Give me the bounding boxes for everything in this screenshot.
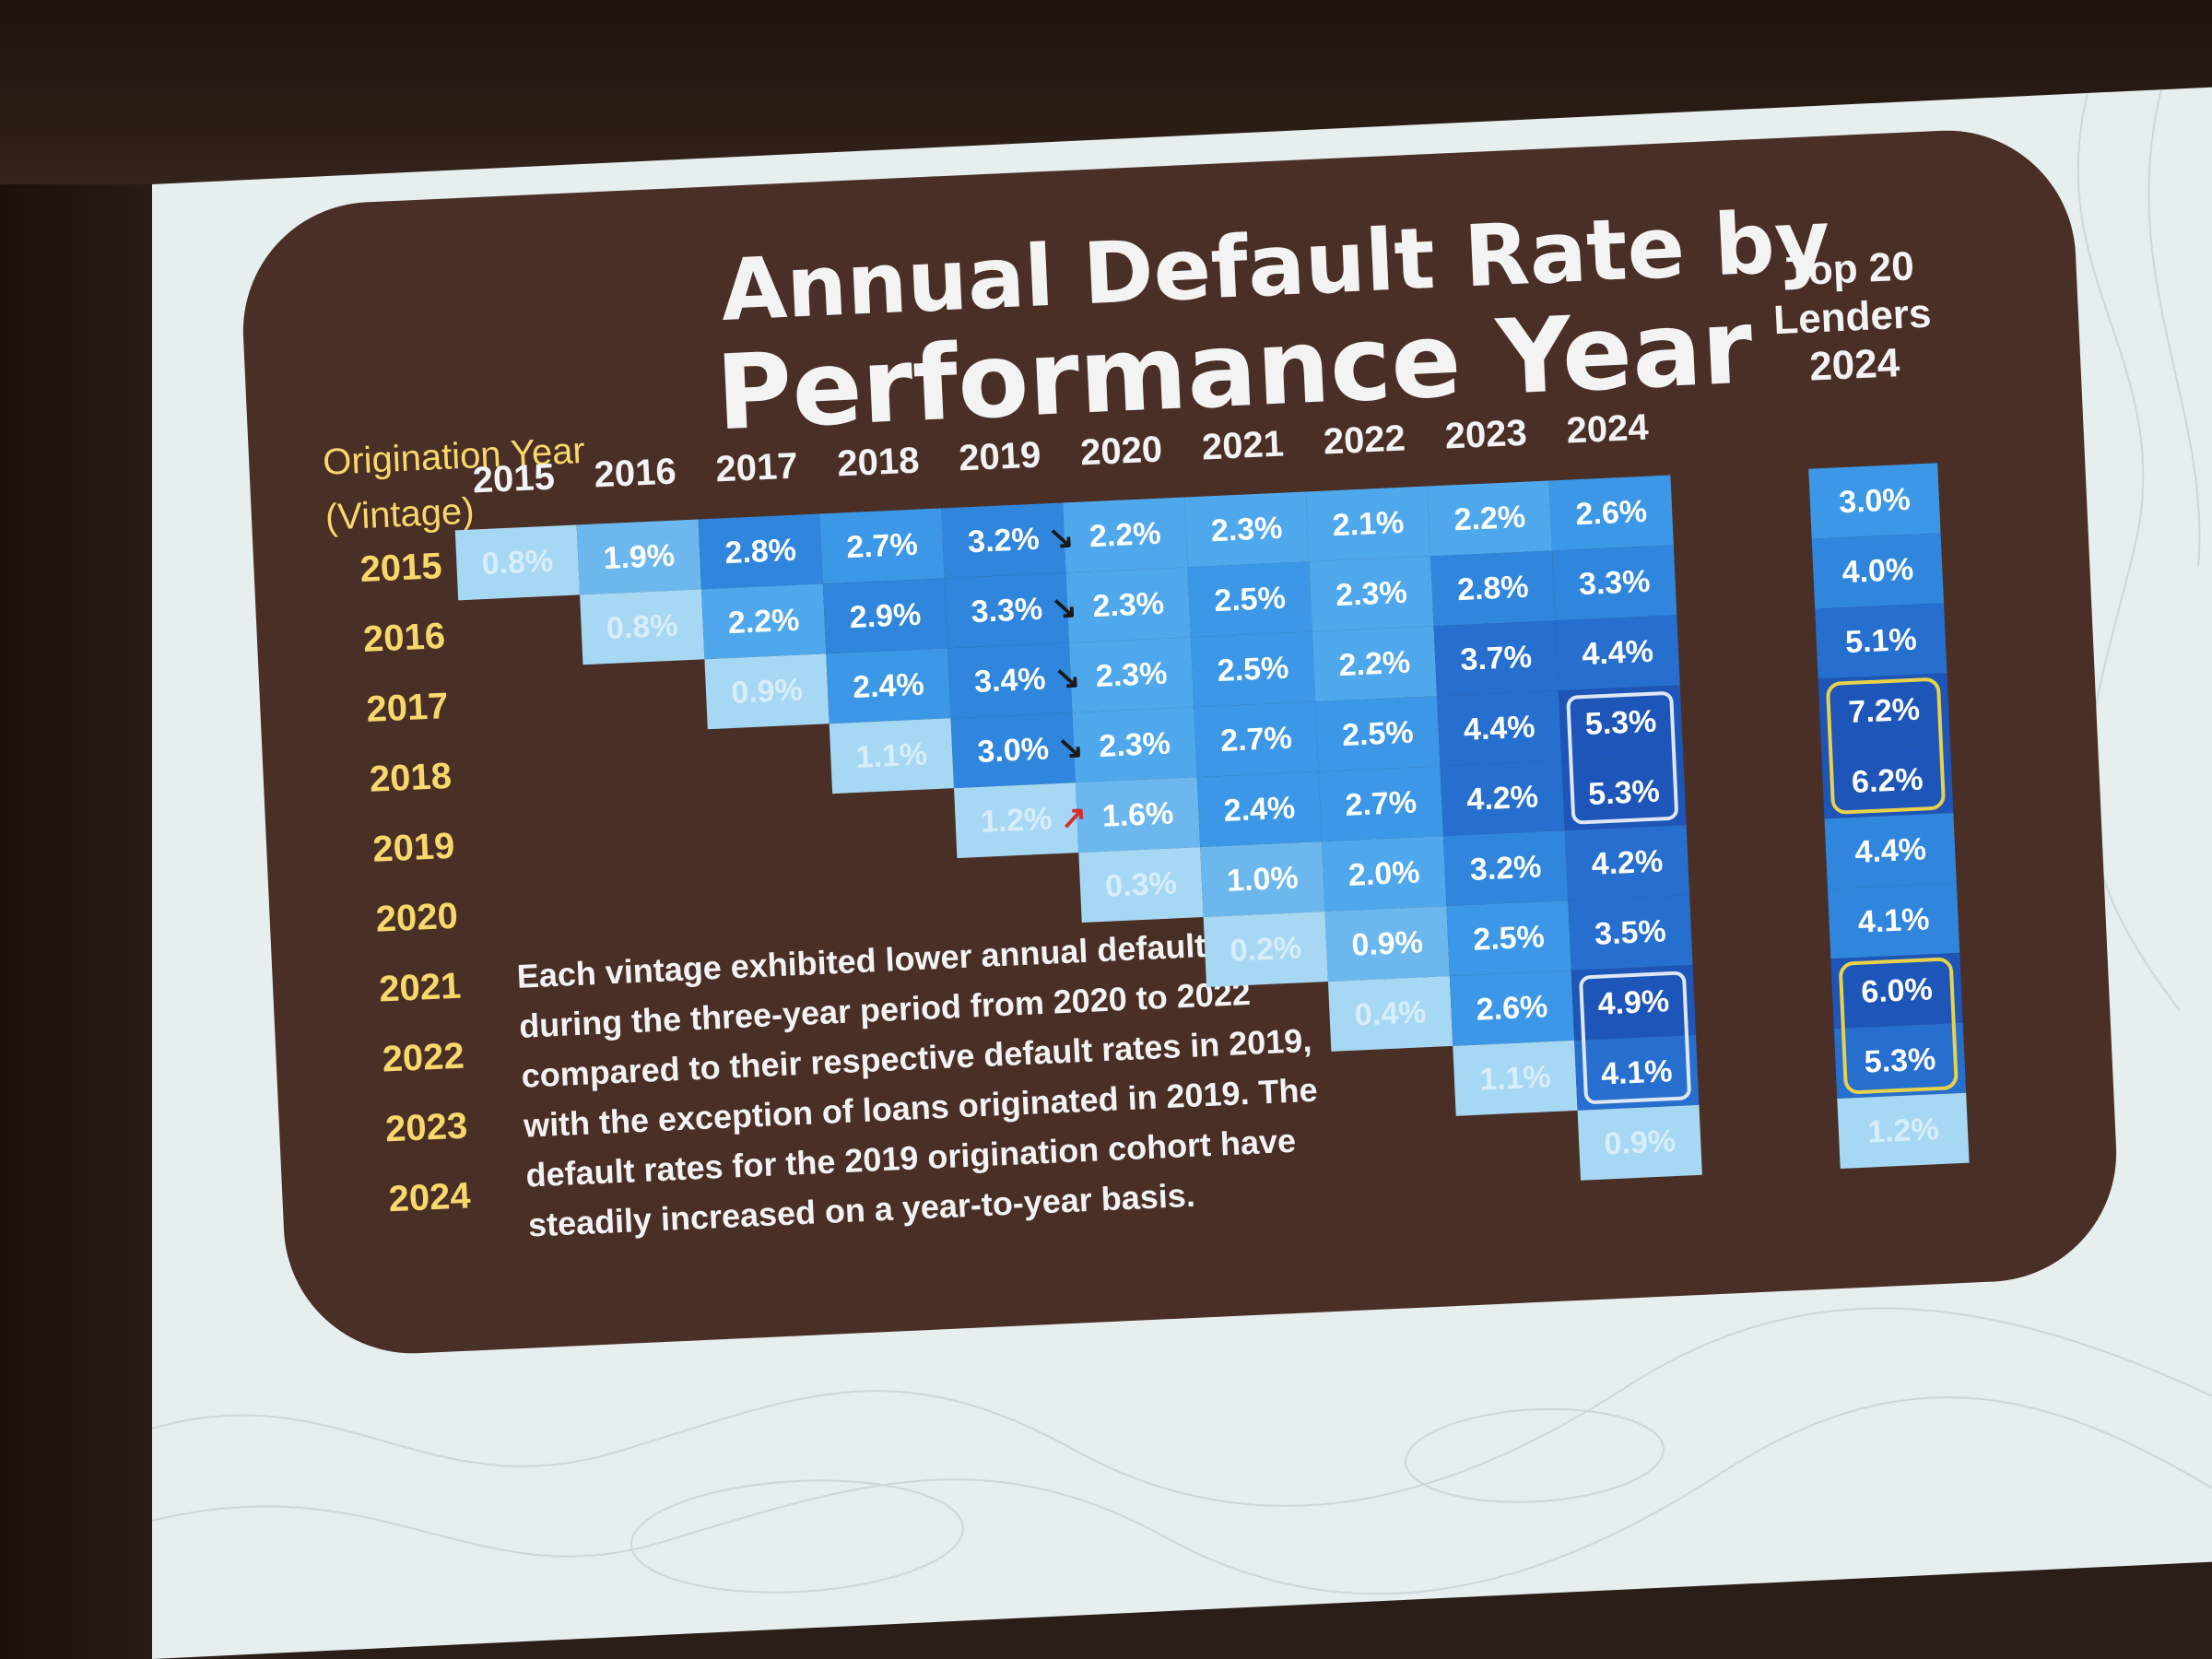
heatmap-cell-2017-2022: 2.2% [1312, 626, 1438, 702]
heatmap-cell-2020-2024: 4.2% [1564, 825, 1690, 901]
heatmap-cell-2016-2018: 2.9% [822, 578, 948, 654]
row-label-2023: 2023 [384, 1105, 469, 1150]
heatmap-cell-2021-2023: 2.5% [1446, 900, 1571, 976]
heatmap-cell-2021-2024: 3.5% [1568, 895, 1693, 971]
column-header-2023: 2023 [1443, 412, 1528, 457]
column-header-2024: 2024 [1565, 406, 1650, 452]
column-header-2015: 2015 [471, 456, 556, 501]
heatmap-cell-2015-2018: 2.7% [819, 508, 945, 584]
arrow-down-icon: ↘ [1056, 729, 1085, 767]
heatmap-cell-2019-2020: 1.6% [1075, 777, 1201, 853]
heatmap-cell-2017-2021: 2.5% [1190, 631, 1316, 708]
heatmap-cell-2020-2020: 0.3% [1078, 847, 1204, 924]
heatmap-cell-2015-2017: 2.8% [698, 513, 823, 590]
top20-header-line2: Lenders [1772, 290, 1933, 344]
column-header-2017: 2017 [714, 445, 799, 490]
top20-cell-2017: 5.1% [1815, 603, 1947, 679]
projection-screen [152, 87, 2212, 1659]
heatmap-cell-2018-2021: 2.7% [1194, 701, 1319, 778]
heatmap-cell-2021-2021: 0.2% [1203, 912, 1328, 987]
heatmap-cell-2019-2023: 4.2% [1440, 760, 1565, 837]
heatmap-cell-2024-2024: 0.9% [1577, 1104, 1702, 1181]
heatmap-cell-2016-2016: 0.8% [580, 589, 705, 665]
heatmap-cell-2015-2021: 2.3% [1183, 491, 1310, 568]
arrow-down-icon: ↘ [1046, 519, 1076, 557]
heatmap-cell-2019-2021: 2.4% [1196, 771, 1323, 848]
row-label-2019: 2019 [371, 825, 456, 870]
column-header-2018: 2018 [836, 440, 921, 485]
heatmap-cell-2016-2022: 2.3% [1309, 556, 1434, 632]
topographic-background-icon [152, 88, 2212, 1595]
heatmap-cell-2015-2024: 2.6% [1548, 475, 1674, 551]
heatmap-cell-2015-2023: 2.2% [1427, 480, 1553, 557]
heatmap-cell-2015-2015: 0.8% [454, 524, 581, 601]
heatmap-cell-2017-2017: 0.9% [704, 653, 830, 730]
heatmap-cell-2018-2018: 1.1% [829, 718, 955, 794]
highlight-box-top20-1 [1838, 957, 1959, 1095]
heatmap-cell-2023-2023: 1.1% [1453, 1040, 1578, 1116]
row-label-2020: 2020 [374, 895, 459, 940]
heatmap-cell-2015-2020: 2.2% [1063, 497, 1188, 573]
top20-cell-2015: 3.0% [1808, 463, 1941, 539]
heatmap-cell-2016-2024: 3.3% [1552, 545, 1677, 621]
heatmap-cell-2017-2020: 2.3% [1068, 637, 1194, 713]
heatmap-cell-2018-2022: 2.5% [1315, 696, 1441, 772]
top20-header-line3: 2024 [1808, 340, 1901, 390]
slide-panel: Annual Default Rate by Performance Year … [237, 124, 2123, 1359]
heatmap-cell-2015-2016: 1.9% [576, 519, 701, 595]
top20-cell-2020: 4.4% [1824, 813, 1957, 889]
heatmap-cell-2020-2021: 1.0% [1200, 841, 1325, 918]
column-header-2016: 2016 [593, 451, 677, 496]
row-label-2024: 2024 [387, 1175, 472, 1220]
row-label-2017: 2017 [365, 685, 450, 730]
heatmap-cell-2019-2022: 2.7% [1318, 766, 1443, 842]
stage-wall [0, 184, 166, 1659]
row-label-2015: 2015 [359, 546, 443, 591]
arrow-down-icon: ↘ [1050, 589, 1078, 627]
column-header-2020: 2020 [1079, 429, 1164, 474]
heatmap-cell-2016-2020: 2.3% [1065, 567, 1191, 643]
row-label-2021: 2021 [378, 965, 463, 1010]
column-header-2022: 2022 [1322, 418, 1406, 463]
row-label-2018: 2018 [368, 755, 453, 800]
heatmap-cell-2017-2018: 2.4% [826, 648, 951, 724]
top20-cell-2021: 4.1% [1827, 882, 1960, 959]
heatmap-cell-2020-2022: 2.0% [1322, 836, 1447, 912]
arrow-down-icon: ↘ [1053, 659, 1082, 697]
arrow-up-icon: ↗ [1059, 799, 1088, 836]
heatmap-cell-2015-2022: 2.1% [1305, 486, 1431, 562]
heatmap-cell-2017-2023: 3.7% [1433, 620, 1559, 697]
heatmap-cell-2018-2020: 2.3% [1072, 707, 1197, 783]
heatmap-cell-2016-2023: 2.8% [1430, 550, 1556, 627]
top20-header-line1: Top 20 [1785, 243, 1915, 295]
column-header-2021: 2021 [1201, 423, 1285, 468]
heatmap-cell-2017-2024: 4.4% [1555, 615, 1680, 691]
top20-cell-2024: 1.2% [1837, 1092, 1970, 1169]
heatmap-cell-2020-2023: 3.2% [1442, 830, 1569, 907]
row-label-2016: 2016 [362, 616, 446, 661]
column-header-2019: 2019 [958, 434, 1042, 479]
annotation-note: Each vintage exhibited lower annual defa… [516, 918, 1318, 1251]
heatmap-cell-2016-2021: 2.5% [1187, 561, 1312, 638]
chart-area: Annual Default Rate by Performance Year … [238, 125, 2123, 1359]
top20-cell-2016: 4.0% [1811, 533, 1945, 609]
heatmap-cell-2022-2022: 0.4% [1327, 975, 1453, 1052]
heatmap-cell-2022-2023: 2.6% [1449, 970, 1575, 1046]
highlight-box-2024-0 [1566, 690, 1679, 825]
top20-header: Top 20 Lenders 2024 [1761, 241, 1943, 393]
heatmap-cell-2021-2022: 0.9% [1324, 906, 1450, 982]
row-label-2022: 2022 [381, 1035, 465, 1080]
highlight-box-2024-1 [1578, 971, 1692, 1105]
highlight-box-top20-0 [1825, 677, 1947, 815]
heatmap-cell-2016-2017: 2.2% [700, 583, 827, 660]
heatmap-cell-2018-2023: 4.4% [1437, 690, 1562, 767]
